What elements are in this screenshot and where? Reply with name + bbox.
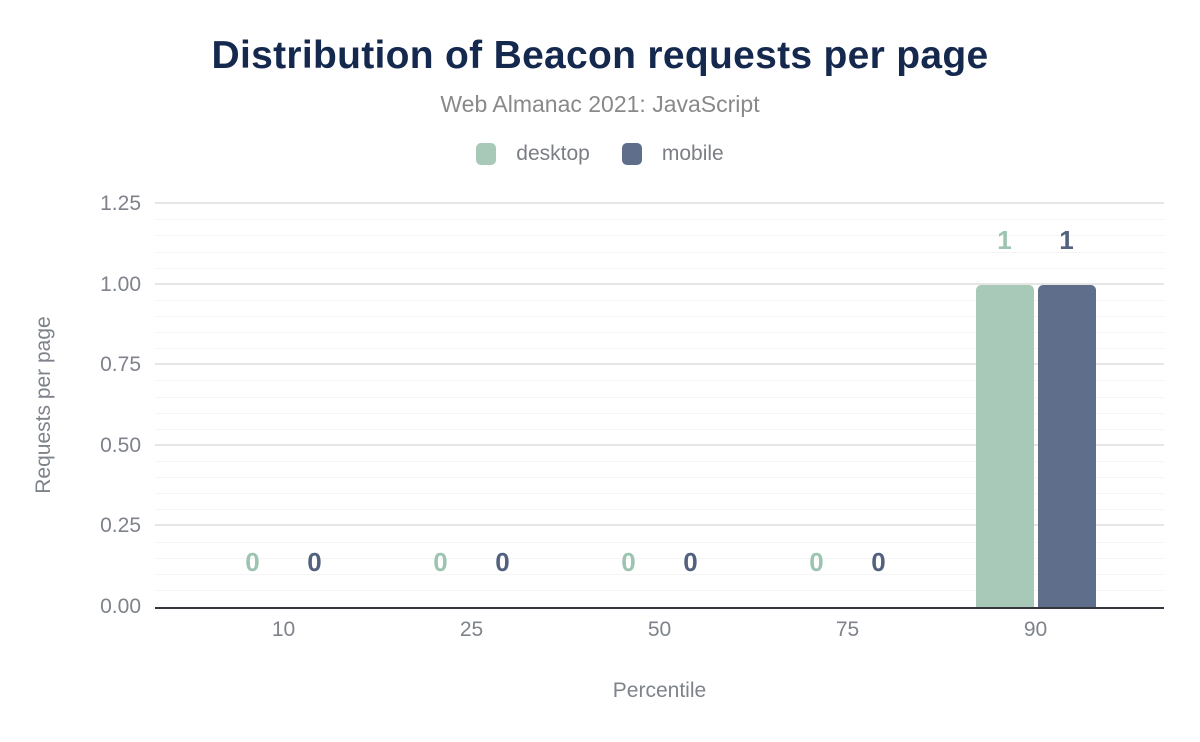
data-label-mobile-p10: 0	[307, 547, 322, 577]
major-gridline	[155, 443, 1164, 446]
minor-gridline	[155, 557, 1164, 559]
y-tick-label: 0.25	[100, 514, 141, 538]
minor-gridline	[155, 461, 1164, 462]
minor-gridline	[155, 267, 1164, 269]
major-gridline	[155, 524, 1164, 527]
minor-gridline	[155, 251, 1164, 253]
minor-gridline	[155, 509, 1164, 511]
minor-gridline	[155, 235, 1164, 237]
data-label-desktop-p50: 0	[621, 547, 636, 577]
y-tick-label: 0.00	[100, 595, 141, 618]
x-axis-title: Percentile	[612, 679, 707, 702]
major-gridline	[155, 282, 1164, 285]
major-gridline	[155, 202, 1164, 205]
x-tick-label: 10	[271, 618, 296, 641]
minor-gridline	[155, 348, 1164, 350]
x-tick-label: 25	[459, 618, 484, 641]
data-label-desktop-p90: 1	[997, 224, 1012, 255]
minor-gridline	[155, 315, 1164, 317]
minor-gridline	[155, 589, 1164, 591]
x-axis-line	[155, 606, 1164, 609]
plot-area: 0 0 0 0 0 0 0 0 1 1	[155, 188, 1164, 609]
y-axis-title: Requests per page	[32, 316, 55, 494]
minor-gridline	[155, 332, 1164, 333]
data-label-mobile-p75: 0	[871, 547, 886, 577]
x-tick-label: 50	[647, 618, 672, 641]
minor-gridline	[155, 396, 1164, 398]
y-tick-label: 0.75	[100, 353, 141, 377]
bar-mobile-p90[interactable]	[1037, 284, 1096, 607]
minor-gridline	[155, 493, 1164, 495]
minor-gridline	[155, 219, 1164, 221]
legend-item-desktop[interactable]: desktop	[476, 142, 590, 166]
y-tick-label: 0.50	[100, 433, 141, 457]
minor-gridline	[155, 412, 1164, 414]
y-tick-label: 1.00	[100, 272, 141, 296]
bar-desktop-p90[interactable]	[975, 284, 1034, 607]
legend-label: desktop	[516, 142, 590, 165]
data-label-desktop-p10: 0	[245, 547, 260, 577]
minor-gridline	[155, 380, 1164, 382]
data-label-mobile-p90: 1	[1059, 224, 1074, 255]
minor-gridline	[155, 573, 1164, 575]
data-label-desktop-p25: 0	[433, 547, 448, 577]
x-tick-label: 75	[835, 618, 860, 641]
chart-subtitle: Web Almanac 2021: JavaScript	[440, 91, 760, 117]
legend-label: mobile	[661, 142, 724, 165]
minor-gridline	[155, 428, 1164, 430]
major-gridline	[155, 363, 1164, 366]
data-label-mobile-p50: 0	[683, 547, 698, 577]
minor-gridline	[155, 477, 1164, 479]
legend-swatch-mobile	[621, 143, 642, 165]
legend-item-mobile[interactable]: mobile	[621, 142, 724, 166]
data-label-desktop-p75: 0	[809, 547, 824, 577]
legend: desktop mobile	[0, 142, 1200, 166]
minor-gridline	[155, 299, 1164, 301]
y-tick-label: 1.25	[100, 192, 141, 216]
minor-gridline	[155, 541, 1164, 543]
data-label-mobile-p25: 0	[495, 547, 510, 577]
chart-title: Distribution of Beacon requests per page	[211, 34, 989, 77]
legend-swatch-desktop	[476, 143, 497, 165]
x-tick-label: 90	[1023, 618, 1048, 641]
